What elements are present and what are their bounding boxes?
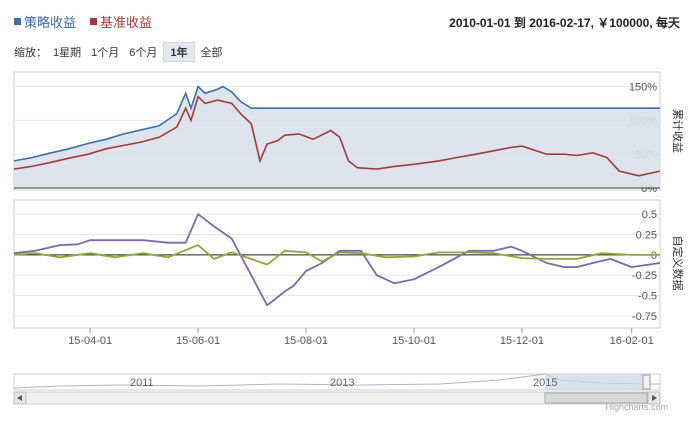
chart-credit[interactable]: Highcharts.com <box>605 402 668 412</box>
bottom-ytick-label: -0.75 <box>632 311 657 323</box>
legend-item-strategy[interactable]: 策略收益 <box>14 12 76 31</box>
x-axis: 15-04-01 15-06-01 15-08-01 15-10-01 15-12-01… <box>68 328 654 347</box>
legend-item-benchmark[interactable]: 基准收益 <box>90 12 152 31</box>
navigator-label-2011: 2011 <box>130 377 154 389</box>
x-tick-label: 15-06-01 <box>176 335 220 347</box>
legend-label-benchmark: 基准收益 <box>100 15 153 30</box>
scrollbar-thumb[interactable] <box>544 392 648 404</box>
legend-swatch-strategy <box>14 18 21 25</box>
navigator-label-2013: 2013 <box>330 377 354 389</box>
backtest-range-info: 2010-01-01 到 2016-02-17, ￥100000, 每天 <box>449 16 680 30</box>
top-ytick-label: 150% <box>629 82 657 94</box>
navigator-selection[interactable] <box>545 374 647 390</box>
x-tick-label: 15-08-01 <box>284 335 328 347</box>
x-tick-label: 16-02-01 <box>610 335 654 347</box>
chart-legend: 策略收益 基准收益 <box>14 12 152 31</box>
bottom-y-axis-title: 自定义数据 <box>671 236 685 291</box>
scrollbar[interactable] <box>13 391 661 405</box>
green-series-line <box>13 244 660 266</box>
bottom-ytick-label: -0.5 <box>638 291 657 303</box>
x-tick-label: 15-10-01 <box>392 335 436 347</box>
strategy-area-fill <box>14 86 660 188</box>
zoom-1-year-button[interactable]: 1年 <box>163 42 195 62</box>
top-y-axis-title: 累计收益 <box>671 109 685 153</box>
zoom-6-month-button[interactable]: 6个月 <box>129 47 158 59</box>
bottom-ytick-label: -0.25 <box>632 270 657 282</box>
x-tick-label: 15-12-01 <box>500 335 544 347</box>
zoom-selector: 缩放： 1星期 1个月 6个月 1年 全部 <box>14 42 227 62</box>
bottom-ytick-label: 0 <box>651 250 657 262</box>
x-tick-label: 15-04-01 <box>68 335 112 347</box>
zoom-1-month-button[interactable]: 1个月 <box>91 47 120 59</box>
purple-series-line <box>13 213 661 307</box>
bottom-ytick-label: 0.25 <box>636 230 657 242</box>
strategy-return-line <box>13 85 660 162</box>
bottom-ytick-label: 0.5 <box>642 209 657 221</box>
legend-label-strategy: 策略收益 <box>24 15 77 30</box>
cumulative-return-panel: 150%100%50%0%累计收益 <box>13 82 685 195</box>
custom-data-panel: 0.5 0.25 0 -0.25 -0.5 -0.75 自定义数据 <box>13 209 685 323</box>
chevron-right-icon <box>652 395 657 401</box>
zoom-all-button[interactable]: 全部 <box>200 47 223 59</box>
benchmark-return-line <box>13 95 661 177</box>
navigator-label-2015: 2015 <box>533 377 557 389</box>
navigator[interactable]: 2011 2013 2015 <box>13 373 661 391</box>
navigator-handle[interactable] <box>642 374 651 390</box>
bottom-panel-frame <box>13 199 661 329</box>
zoom-label: 缩放： <box>14 47 47 59</box>
zoom-1-week-button[interactable]: 1星期 <box>53 47 82 59</box>
legend-swatch-benchmark <box>90 18 98 25</box>
chevron-left-icon <box>17 395 22 401</box>
